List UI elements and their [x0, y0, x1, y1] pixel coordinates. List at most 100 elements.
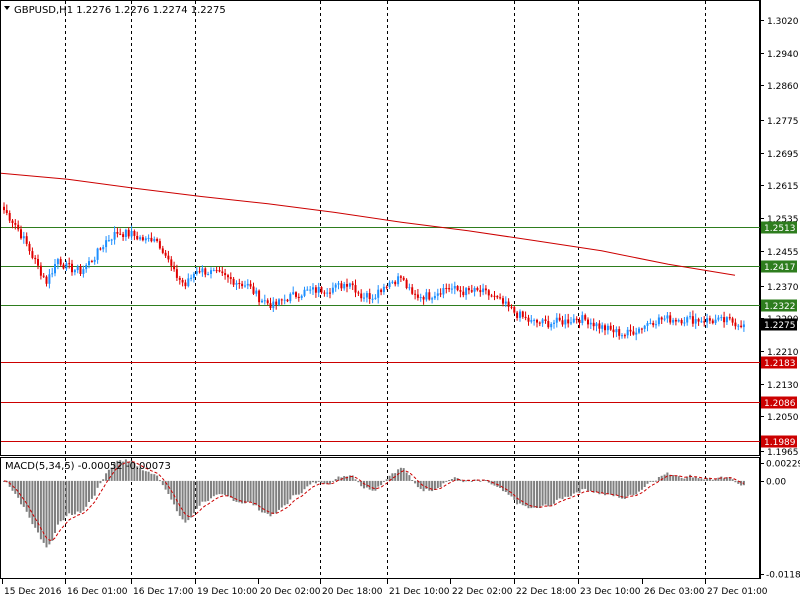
macd-bar — [484, 480, 487, 481]
bull-candle — [533, 319, 536, 321]
macd-bar — [445, 480, 448, 482]
bull-candle — [343, 284, 346, 289]
bear-candle — [462, 291, 465, 296]
time-axis: 15 Dec 2016 16 Dec 01:00 16 Dec 17:00 19 De… — [2, 579, 768, 597]
bull-candle — [374, 297, 377, 299]
macd-bar — [88, 480, 90, 502]
macd-bar — [399, 467, 402, 481]
bear-candle — [37, 259, 39, 266]
bull-candle — [255, 290, 258, 294]
bear-candle — [127, 229, 130, 237]
bull-candle — [606, 325, 609, 331]
bull-candle — [337, 283, 340, 285]
resistance-price-tag-label: 1.2417 — [764, 263, 796, 273]
price-tick-label: 1.2210 — [767, 348, 799, 358]
bull-candle — [244, 285, 246, 287]
bear-candle — [604, 325, 606, 331]
price-tick-label: 1.2775 — [767, 117, 799, 127]
bear-candle — [232, 278, 235, 285]
bear-candle — [90, 261, 93, 263]
macd-bar — [499, 480, 502, 488]
bull-candle — [144, 238, 147, 241]
macd-bar — [731, 479, 734, 481]
macd-bar — [621, 480, 623, 499]
macd-bar — [578, 480, 581, 493]
bull-candle — [530, 320, 533, 322]
macd-bar — [725, 477, 728, 481]
bull-candle — [292, 292, 295, 295]
macd-bar — [167, 480, 170, 494]
macd-bar — [295, 480, 297, 495]
bull-candle — [504, 301, 507, 304]
macd-bar — [479, 480, 482, 482]
bear-candle — [25, 236, 28, 244]
macd-bar — [677, 476, 680, 481]
bear-candle — [561, 320, 564, 325]
bear-candle — [728, 317, 731, 319]
moving-average-line — [0, 172, 736, 276]
macd-bar — [164, 480, 167, 490]
bear-candle — [487, 290, 490, 296]
chart-menu-triangle-icon[interactable] — [4, 6, 10, 10]
bull-candle — [570, 322, 572, 324]
bull-candle — [110, 239, 113, 241]
macd-bar — [73, 480, 76, 515]
macd-bar — [62, 480, 65, 521]
bear-candle — [459, 290, 462, 292]
macd-bar — [278, 480, 280, 510]
macd-bar — [212, 480, 215, 497]
horizontal-levels[interactable] — [1, 227, 760, 442]
macd-bar — [422, 480, 425, 492]
macd-bar — [490, 480, 493, 485]
macd-bar — [643, 480, 646, 487]
bull-candle — [235, 283, 238, 285]
macd-bar — [612, 480, 615, 497]
bear-candle — [496, 296, 499, 298]
macd-bar — [312, 480, 314, 483]
bear-candle — [167, 255, 170, 260]
macd-bar — [320, 480, 323, 483]
bear-candle — [28, 243, 31, 252]
macd-bar — [178, 480, 181, 516]
macd-bar — [283, 480, 286, 506]
macd-bar — [584, 480, 587, 489]
bull-candle — [433, 295, 436, 299]
bear-candle — [490, 295, 493, 297]
bull-candle — [419, 297, 422, 298]
bull-candle — [646, 323, 649, 326]
bull-candle — [742, 324, 745, 328]
bear-candle — [221, 271, 224, 274]
macd-bar — [609, 480, 612, 495]
resistance-price-tag — [761, 299, 797, 312]
macd-bar — [700, 478, 703, 481]
bear-candle — [411, 287, 414, 294]
macd-bar — [377, 480, 380, 487]
macd-bar — [691, 477, 694, 481]
bear-candle — [502, 298, 504, 304]
time-tick-label: 19 Dec 10:00 — [197, 587, 258, 597]
bull-candle — [261, 300, 263, 303]
macd-bar — [391, 473, 394, 481]
macd-bar — [204, 480, 207, 502]
bear-candle — [623, 335, 626, 337]
bear-candle — [524, 316, 527, 318]
period-separators — [65, 1, 706, 578]
macd-bar — [175, 480, 178, 512]
bear-candle — [394, 281, 397, 285]
macd-bar — [289, 480, 292, 500]
bear-candle — [703, 321, 706, 323]
macd-bar — [663, 474, 666, 481]
macd-tick-label: 0.00229 — [766, 460, 800, 470]
macd-bar — [124, 459, 127, 481]
bull-candle — [581, 315, 584, 323]
bear-candle — [612, 329, 615, 333]
macd-bar — [181, 480, 184, 520]
bear-candle — [173, 265, 176, 270]
bear-candle — [99, 248, 102, 250]
macd-bar — [502, 480, 504, 492]
macd-bar — [740, 480, 743, 486]
bull-candle — [201, 268, 204, 273]
current-price-tag — [761, 318, 797, 331]
